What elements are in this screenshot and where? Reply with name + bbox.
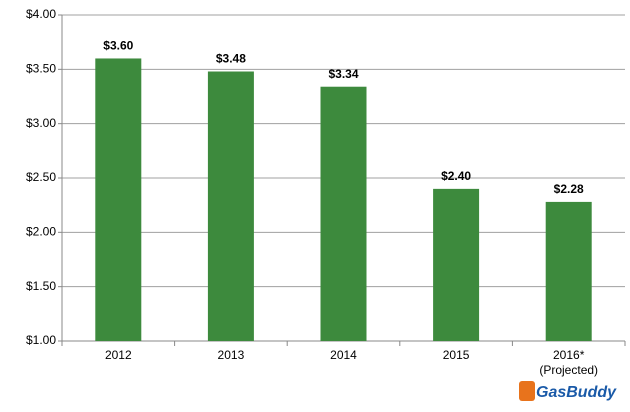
y-tick-label: $1.50: [26, 279, 56, 293]
x-tick-label: 2016*: [553, 348, 585, 362]
y-tick-label: $2.50: [26, 170, 56, 184]
bar: [545, 201, 592, 341]
logo-text: GasBuddy: [536, 384, 617, 401]
y-tick-label: $3.00: [26, 116, 56, 130]
logo: GasBuddy: [519, 381, 617, 401]
value-label: $3.34: [328, 67, 358, 81]
value-label: $3.48: [216, 52, 246, 66]
x-tick-label: 2015: [443, 348, 470, 362]
value-label: $2.28: [554, 182, 584, 196]
x-tick-label: 2014: [330, 348, 357, 362]
bar: [95, 58, 142, 341]
bar: [433, 188, 480, 341]
y-tick-label: $1.00: [26, 333, 56, 347]
bar: [207, 71, 254, 342]
x-tick-label: 2013: [218, 348, 245, 362]
y-tick-label: $4.00: [26, 7, 56, 21]
value-label: $2.40: [441, 169, 471, 183]
logo-icon: [519, 381, 535, 401]
y-tick-label: $2.00: [26, 225, 56, 239]
x-note: (Projected): [539, 363, 598, 377]
y-tick-label: $3.50: [26, 62, 56, 76]
bar: [320, 86, 367, 341]
value-label: $3.60: [103, 39, 133, 53]
x-tick-label: 2012: [105, 348, 132, 362]
